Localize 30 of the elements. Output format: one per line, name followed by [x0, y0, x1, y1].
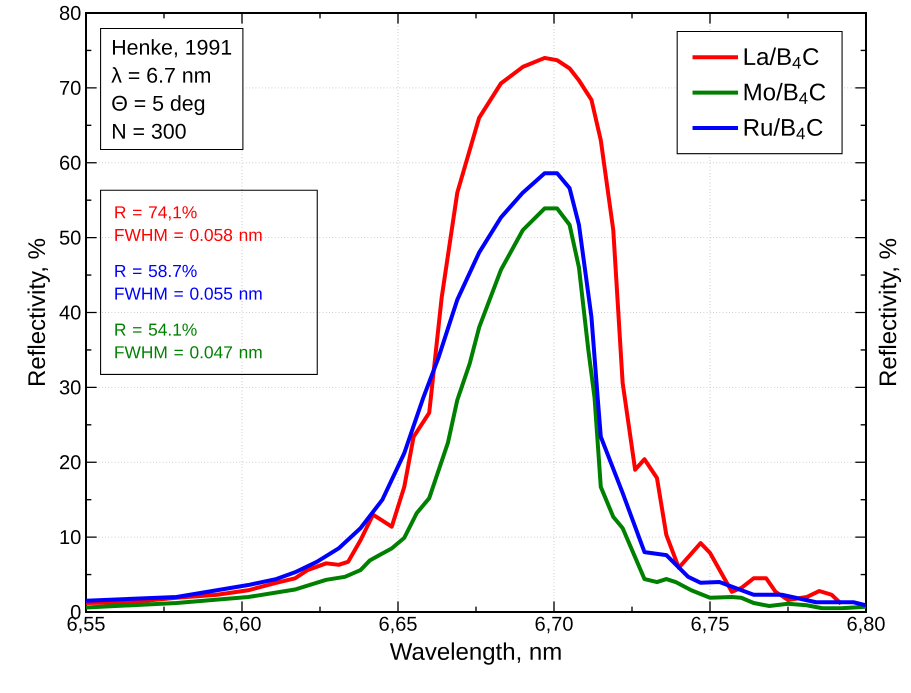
x-tick-label: 6,70: [536, 616, 573, 634]
legend-label: Ru/B$_{4}$C: [744, 118, 822, 140]
annotation: R = 54.1%: [115, 324, 197, 336]
y-tick-label: 60: [60, 156, 80, 170]
y-tick-label: 40: [60, 305, 80, 320]
y-tick-label: 10: [60, 530, 80, 544]
annotation: FWHM = 0.055 nm: [115, 287, 262, 300]
y-tick-label: 70: [60, 80, 80, 95]
y2-axis-title: Reflectivity, %: [878, 238, 902, 385]
annotation: FWHM = 0.047 nm: [115, 346, 262, 358]
x-tick-label: 6,80: [848, 616, 885, 634]
annotation: R = 58.7%: [115, 264, 197, 278]
annotation: λ = 6.7 nm: [111, 67, 210, 83]
legend-label: La/B$_{4}$C: [744, 48, 818, 69]
annotation: N = 300: [113, 124, 186, 139]
y-tick-label: 50: [60, 230, 80, 245]
y-tick-label: 80: [60, 6, 80, 20]
annotation: Θ = 5 deg: [112, 95, 204, 116]
x-tick-label: 6,55: [68, 616, 105, 634]
y-tick-label: 20: [60, 455, 80, 470]
annotation: Henke, 1991: [113, 39, 232, 58]
x-tick-label: 6,65: [380, 616, 417, 634]
annotation: FWHM = 0.058 nm: [115, 228, 262, 242]
y-axis-title: Reflectivity, %: [28, 238, 50, 385]
x-axis-title: Wavelength, nm: [390, 642, 561, 665]
legend-label: Mo/B$_{4}$C: [744, 82, 826, 104]
x-tick-label: 6,75: [692, 616, 729, 634]
y-tick-label: 30: [60, 380, 80, 394]
x-tick-label: 6,60: [224, 616, 261, 634]
annotation: R = 74,1%: [115, 206, 197, 220]
